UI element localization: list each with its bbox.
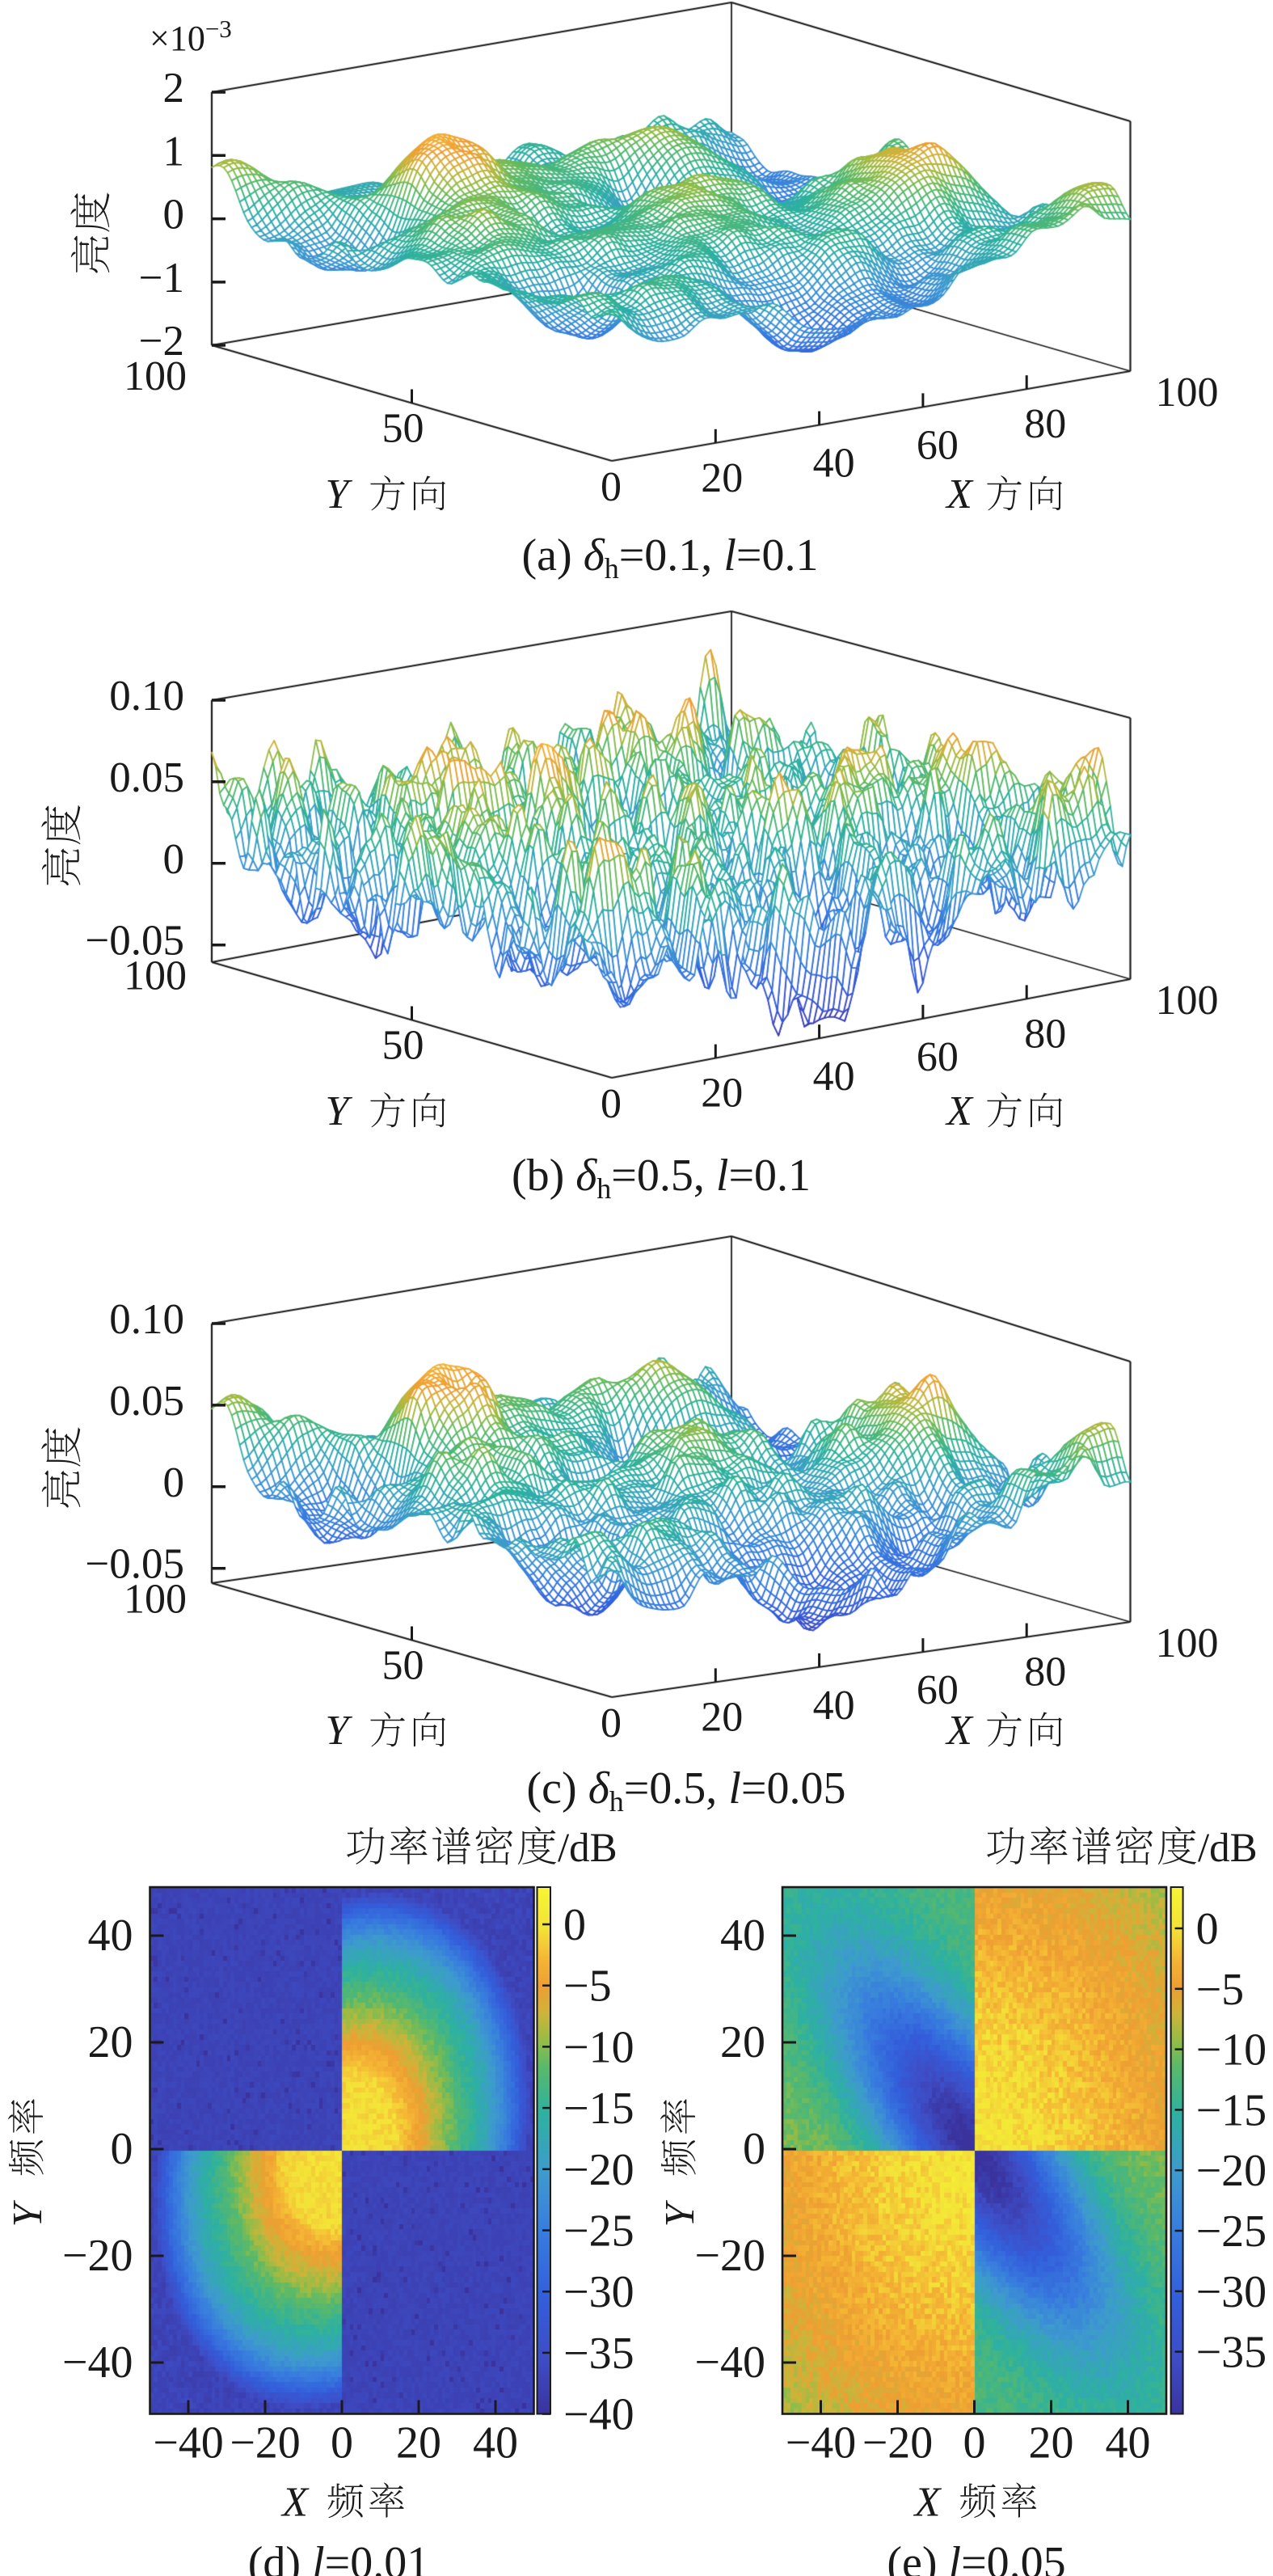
- svg-text:80: 80: [1024, 401, 1066, 447]
- svg-text:/dB: /dB: [558, 1826, 618, 1871]
- svg-text:0: 0: [601, 1700, 622, 1746]
- svg-text:100: 100: [124, 953, 187, 999]
- svg-text:−25: −25: [1196, 2206, 1267, 2257]
- svg-text:40: 40: [813, 1054, 855, 1100]
- svg-text:−40: −40: [786, 2418, 857, 2468]
- svg-text:−40: −40: [694, 2337, 765, 2388]
- svg-text:20: 20: [720, 2017, 765, 2067]
- svg-text:0: 0: [563, 1900, 586, 1950]
- svg-text:50: 50: [382, 1023, 424, 1069]
- svg-text:40: 40: [1106, 2418, 1151, 2468]
- svg-text:0.05: 0.05: [109, 1378, 184, 1425]
- svg-text:0: 0: [1196, 1904, 1219, 1954]
- svg-text:50: 50: [382, 1643, 424, 1689]
- svg-text:(e) l=0.05: (e) l=0.05: [887, 2538, 1065, 2576]
- svg-text:0: 0: [601, 1081, 622, 1127]
- svg-text:−15: −15: [1196, 2085, 1267, 2135]
- svg-text:−20: −20: [62, 2231, 133, 2281]
- svg-text:100: 100: [1156, 1620, 1219, 1666]
- svg-text:(d) l=0.01: (d) l=0.01: [248, 2538, 429, 2576]
- svg-text:50: 50: [382, 406, 424, 452]
- svg-text:20: 20: [88, 2017, 133, 2067]
- svg-text:0: 0: [163, 1459, 185, 1506]
- svg-text:40: 40: [720, 1911, 765, 1961]
- svg-text:40: 40: [88, 1911, 133, 1961]
- svg-text:−20: −20: [694, 2231, 765, 2281]
- svg-text:(a) δh​=0.1, l=0.1: (a) δh​=0.1, l=0.1: [522, 530, 819, 585]
- svg-text:−40: −40: [62, 2337, 133, 2388]
- svg-text:0: 0: [743, 2124, 765, 2174]
- svg-text:0: 0: [601, 464, 622, 510]
- svg-text:20: 20: [396, 2418, 441, 2468]
- svg-text:20: 20: [1029, 2418, 1074, 2468]
- svg-text:Y: Y: [657, 2199, 703, 2227]
- svg-text:80: 80: [1024, 1649, 1066, 1696]
- svg-text:−5: −5: [563, 1962, 612, 2012]
- svg-text:2: 2: [163, 65, 185, 112]
- svg-text:−20: −20: [1196, 2146, 1267, 2196]
- svg-text:−20: −20: [862, 2418, 934, 2468]
- svg-text:−15: −15: [563, 2084, 634, 2134]
- svg-text:80: 80: [1024, 1011, 1066, 1057]
- svg-text:0.05: 0.05: [109, 754, 184, 801]
- svg-text:100: 100: [1156, 978, 1219, 1024]
- svg-text:−2: −2: [139, 318, 184, 365]
- svg-text:0: 0: [331, 2418, 353, 2468]
- svg-text:20: 20: [701, 455, 743, 501]
- svg-text:(b) δh​=0.5, l=0.1: (b) δh​=0.5, l=0.1: [512, 1151, 811, 1205]
- svg-text:−10: −10: [563, 2022, 634, 2072]
- svg-text:X: X: [945, 1708, 974, 1754]
- svg-text:0.10: 0.10: [109, 1296, 184, 1343]
- svg-text:100: 100: [1156, 370, 1219, 416]
- svg-text:−35: −35: [1196, 2328, 1267, 2378]
- svg-text:X: X: [280, 2480, 310, 2526]
- svg-text:(c) δh​=0.5, l=0.05: (c) δh​=0.5, l=0.05: [527, 1763, 846, 1818]
- svg-text:−25: −25: [563, 2206, 634, 2257]
- svg-text:40: 40: [473, 2418, 518, 2468]
- svg-text:0: 0: [111, 2124, 133, 2174]
- svg-text:100: 100: [124, 353, 187, 399]
- svg-text:20: 20: [701, 1694, 743, 1740]
- svg-text:−30: −30: [1196, 2267, 1267, 2317]
- svg-text:−35: −35: [563, 2329, 634, 2379]
- svg-text:X: X: [945, 1088, 974, 1134]
- svg-text:−40: −40: [563, 2390, 634, 2440]
- svg-text:0: 0: [963, 2418, 986, 2468]
- svg-text:−1: −1: [139, 255, 184, 302]
- svg-text:60: 60: [917, 1667, 959, 1713]
- svg-text:60: 60: [917, 422, 959, 468]
- svg-text:60: 60: [917, 1034, 959, 1080]
- svg-text:−5: −5: [1196, 1965, 1245, 2015]
- svg-text:Y: Y: [5, 2199, 51, 2227]
- svg-text:−0.05: −0.05: [85, 1541, 184, 1588]
- svg-text:40: 40: [813, 1683, 855, 1729]
- svg-text:−30: −30: [563, 2267, 634, 2317]
- svg-text:20: 20: [701, 1071, 743, 1117]
- svg-text:100: 100: [124, 1577, 187, 1623]
- svg-text:0: 0: [163, 836, 185, 883]
- svg-text:Y: Y: [326, 1088, 353, 1134]
- svg-text:×10−3: ×10−3: [150, 15, 232, 58]
- svg-text:Y: Y: [326, 1708, 353, 1754]
- svg-text:0: 0: [163, 192, 185, 239]
- svg-text:1: 1: [163, 128, 185, 175]
- svg-text:−20: −20: [563, 2145, 634, 2195]
- svg-text:Y: Y: [326, 471, 353, 517]
- svg-text:−20: −20: [230, 2418, 301, 2468]
- svg-text:X: X: [913, 2480, 942, 2526]
- svg-text:−0.05: −0.05: [85, 918, 184, 965]
- svg-text:−10: −10: [1196, 2025, 1267, 2076]
- svg-text:0.10: 0.10: [109, 673, 184, 720]
- svg-text:40: 40: [813, 441, 855, 487]
- svg-text:−40: −40: [153, 2418, 224, 2468]
- svg-text:X: X: [945, 471, 974, 517]
- svg-text:/dB: /dB: [1198, 1826, 1258, 1871]
